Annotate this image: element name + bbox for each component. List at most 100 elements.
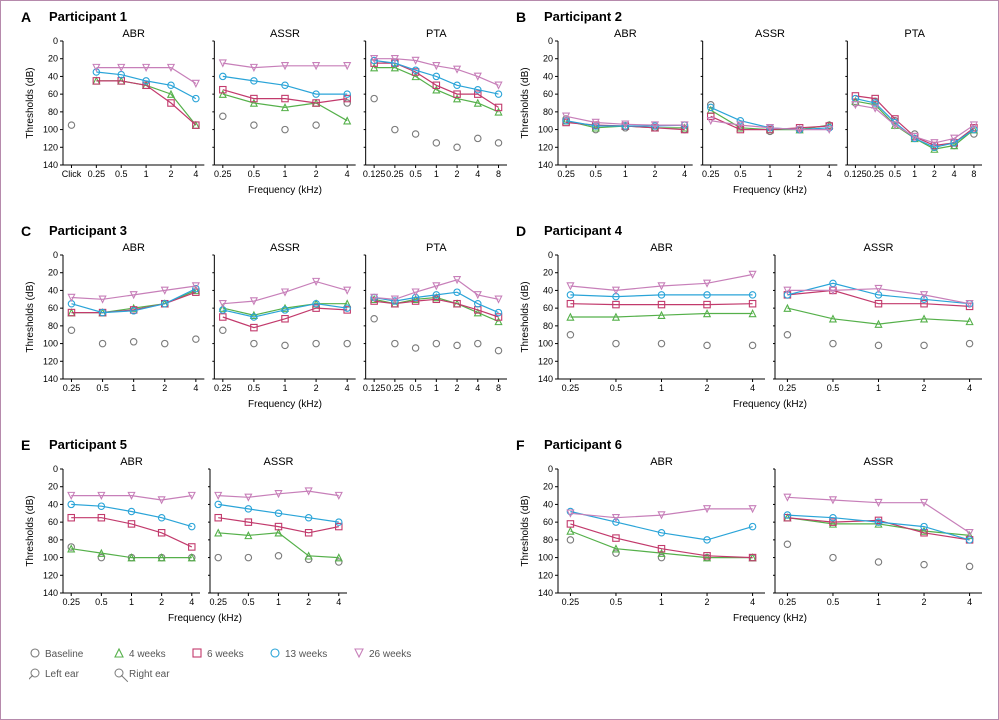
svg-text:4: 4 <box>345 383 350 393</box>
svg-text:2: 2 <box>314 383 319 393</box>
svg-text:0.5: 0.5 <box>115 169 128 179</box>
series-w13 <box>72 289 196 313</box>
subplot: 0.250.5124ASSR <box>212 242 355 393</box>
svg-text:4: 4 <box>967 383 972 393</box>
svg-text:0.5: 0.5 <box>827 383 840 393</box>
svg-text:8: 8 <box>496 383 501 393</box>
subpanel-label: ASSR <box>864 456 894 468</box>
svg-text:4: 4 <box>750 383 755 393</box>
svg-text:40: 40 <box>543 499 553 509</box>
subpanel-label: ABR <box>650 242 673 254</box>
svg-text:80: 80 <box>48 107 58 117</box>
svg-text:0: 0 <box>548 250 553 260</box>
svg-text:0.125: 0.125 <box>844 169 867 179</box>
svg-text:1: 1 <box>131 383 136 393</box>
svg-text:100: 100 <box>43 125 58 135</box>
subplot: 0.250.5124ASSR <box>773 242 982 393</box>
svg-text:40: 40 <box>48 71 58 81</box>
svg-text:4: 4 <box>193 169 198 179</box>
series-w13 <box>71 504 192 526</box>
subplot: 0.250.5124ASSR <box>212 28 355 179</box>
svg-text:60: 60 <box>48 517 58 527</box>
svg-text:0.5: 0.5 <box>409 169 422 179</box>
legend-item-left_ear: Left ear <box>29 669 80 682</box>
svg-text:1: 1 <box>129 597 134 607</box>
series-w6 <box>71 518 192 547</box>
series-w6 <box>223 90 347 103</box>
y-axis-label: Thresholds (dB) <box>520 67 531 138</box>
svg-text:2: 2 <box>705 383 710 393</box>
svg-text:0: 0 <box>53 250 58 260</box>
svg-text:40: 40 <box>48 285 58 295</box>
svg-text:0.25: 0.25 <box>386 169 404 179</box>
y-axis-label: Thresholds (dB) <box>25 495 36 566</box>
svg-text:0.5: 0.5 <box>889 169 902 179</box>
svg-text:60: 60 <box>543 303 553 313</box>
figure-legend: Baseline4 weeks6 weeks13 weeks26 weeksLe… <box>29 643 629 691</box>
svg-text:4: 4 <box>193 383 198 393</box>
series-w13 <box>570 295 752 297</box>
subpanel-label: ASSR <box>264 456 294 468</box>
svg-text:0.25: 0.25 <box>779 383 797 393</box>
subpanel-label: ABR <box>614 28 637 40</box>
panel-title: Participant 1 <box>49 9 127 24</box>
y-axis-label: Thresholds (dB) <box>520 281 531 352</box>
svg-text:1: 1 <box>659 383 664 393</box>
svg-text:40: 40 <box>543 71 553 81</box>
panel-letter: D <box>516 223 526 239</box>
svg-text:0.25: 0.25 <box>562 597 580 607</box>
svg-text:2: 2 <box>922 383 927 393</box>
svg-text:100: 100 <box>538 553 553 563</box>
legend-label: 6 weeks <box>207 649 244 660</box>
subpanel-label: ABR <box>122 242 145 254</box>
x-axis-label: Frequency (kHz) <box>168 613 242 624</box>
svg-text:0.25: 0.25 <box>62 597 80 607</box>
subpanel-label: PTA <box>426 28 447 40</box>
series-w4 <box>570 314 752 318</box>
svg-text:120: 120 <box>43 570 58 580</box>
svg-text:4: 4 <box>750 597 755 607</box>
series-w13 <box>223 76 347 94</box>
legend-item-w6: 6 weeks <box>193 649 244 660</box>
svg-text:120: 120 <box>538 142 553 152</box>
svg-text:80: 80 <box>543 107 553 117</box>
svg-text:0.5: 0.5 <box>95 597 108 607</box>
svg-text:1: 1 <box>876 597 881 607</box>
svg-text:1: 1 <box>434 169 439 179</box>
svg-text:0.25: 0.25 <box>88 169 106 179</box>
svg-text:1: 1 <box>282 169 287 179</box>
svg-text:80: 80 <box>48 321 58 331</box>
svg-text:100: 100 <box>43 553 58 563</box>
svg-text:140: 140 <box>538 374 553 384</box>
panel-C: CParticipant 3Thresholds (dB)Frequency (… <box>21 223 511 413</box>
svg-text:4: 4 <box>336 597 341 607</box>
svg-text:Click: Click <box>62 169 82 179</box>
panel-svg: Thresholds (dB)Frequency (kHz)0204060801… <box>21 437 351 627</box>
svg-text:1: 1 <box>623 169 628 179</box>
subplot: 0204060801001201400.250.5124ABR <box>43 242 204 393</box>
svg-text:0: 0 <box>548 36 553 46</box>
svg-text:4: 4 <box>967 597 972 607</box>
svg-text:0.5: 0.5 <box>248 383 261 393</box>
subplot: 0.1250.250.51248PTA <box>363 242 507 393</box>
svg-text:1: 1 <box>282 383 287 393</box>
svg-text:1: 1 <box>434 383 439 393</box>
svg-text:0.25: 0.25 <box>209 597 227 607</box>
svg-text:0.125: 0.125 <box>363 383 386 393</box>
svg-text:0: 0 <box>548 464 553 474</box>
svg-text:4: 4 <box>345 169 350 179</box>
panel-F: FParticipant 6Thresholds (dB)Frequency (… <box>516 437 986 627</box>
svg-text:20: 20 <box>48 482 58 492</box>
svg-text:1: 1 <box>876 383 881 393</box>
svg-text:0.25: 0.25 <box>866 169 884 179</box>
svg-text:4: 4 <box>682 169 687 179</box>
panel-letter: C <box>21 223 31 239</box>
panel-title: Participant 3 <box>49 223 127 238</box>
svg-text:2: 2 <box>306 597 311 607</box>
svg-text:120: 120 <box>43 356 58 366</box>
svg-text:2: 2 <box>922 597 927 607</box>
series-w26 <box>570 509 752 518</box>
svg-text:60: 60 <box>48 89 58 99</box>
panel-letter: B <box>516 9 526 25</box>
panel-B: BParticipant 2Thresholds (dB)Frequency (… <box>516 9 986 199</box>
